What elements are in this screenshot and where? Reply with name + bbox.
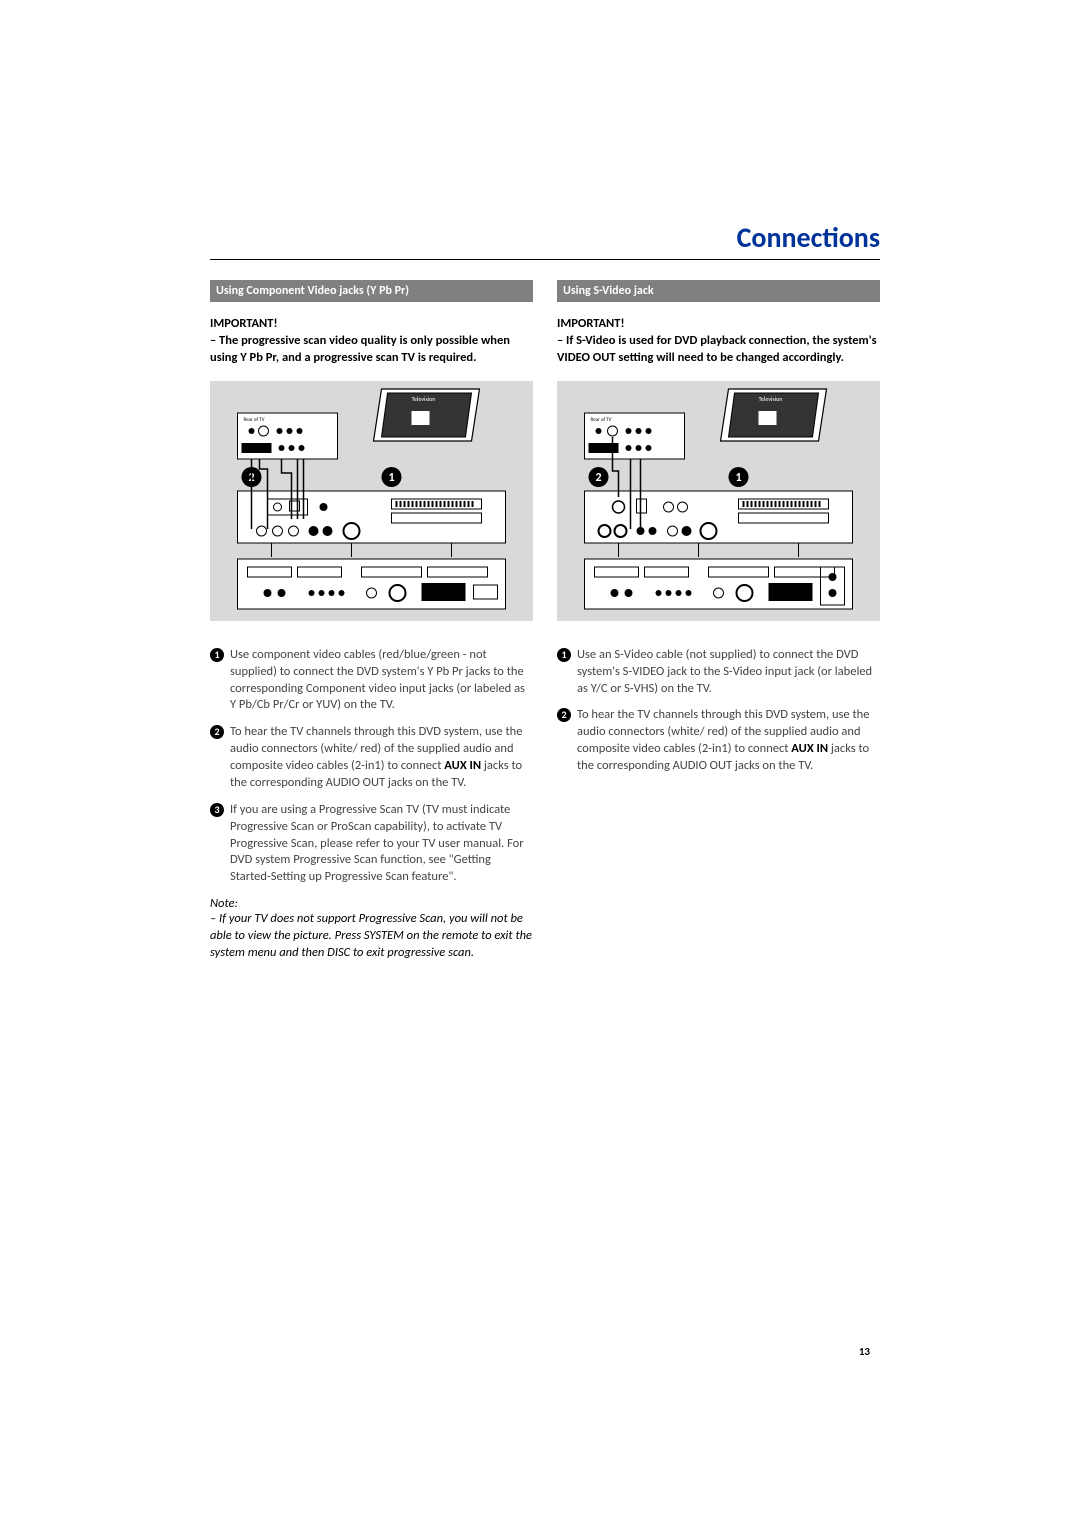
- step-text: To hear the TV channels through this DVD…: [230, 724, 533, 792]
- svg-text:1: 1: [735, 471, 741, 485]
- section-header-component: Using Component Video jacks (Y Pb Pr): [210, 280, 533, 302]
- page-title: Connections: [210, 220, 880, 260]
- important-label: IMPORTANT!: [210, 316, 533, 331]
- important-body: – If S-Video is used for DVD playback co…: [557, 333, 880, 367]
- step-1: 1 Use component video cables (red/blue/g…: [210, 647, 533, 715]
- diagram-component-video: Television Rear of TV 2: [210, 381, 533, 621]
- step-2: 2 To hear the TV channels through this D…: [210, 724, 533, 792]
- tv-label: Television: [412, 395, 436, 403]
- svg-text:2: 2: [595, 471, 601, 485]
- important-body: – The progressive scan video quality is …: [210, 333, 533, 367]
- step-number-icon: 3: [210, 803, 224, 817]
- rear-tv-label: Rear of TV: [591, 417, 612, 423]
- tv-label: Television: [759, 395, 783, 403]
- step-number-icon: 2: [210, 725, 224, 739]
- diagram-svideo: Television Rear of TV 2 1: [557, 381, 880, 621]
- page-number: 13: [859, 1345, 870, 1358]
- left-column: Using Component Video jacks (Y Pb Pr) IM…: [210, 280, 533, 962]
- step-number-icon: 1: [557, 648, 571, 662]
- note-label: Note:: [210, 896, 533, 911]
- step-3: 3 If you are using a Progressive Scan TV…: [210, 802, 533, 886]
- note-body: – If your TV does not support Progressiv…: [210, 911, 533, 962]
- step-number-icon: 1: [210, 648, 224, 662]
- svg-text:1: 1: [388, 471, 394, 485]
- page-content: Connections Using Component Video jacks …: [210, 220, 880, 962]
- rear-tv-label: Rear of TV: [244, 417, 265, 423]
- step-text: To hear the TV channels through this DVD…: [577, 707, 880, 775]
- columns: Using Component Video jacks (Y Pb Pr) IM…: [210, 280, 880, 962]
- important-label: IMPORTANT!: [557, 316, 880, 331]
- step-number-icon: 2: [557, 708, 571, 722]
- step-1: 1 Use an S-Video cable (not supplied) to…: [557, 647, 880, 698]
- step-2: 2 To hear the TV channels through this D…: [557, 707, 880, 775]
- step-text: Use an S-Video cable (not supplied) to c…: [577, 647, 880, 698]
- step-text: Use component video cables (red/blue/gre…: [230, 647, 533, 715]
- step-text: If you are using a Progressive Scan TV (…: [230, 802, 533, 886]
- right-column: Using S-Video jack IMPORTANT! – If S-Vid…: [557, 280, 880, 962]
- section-header-svideo: Using S-Video jack: [557, 280, 880, 302]
